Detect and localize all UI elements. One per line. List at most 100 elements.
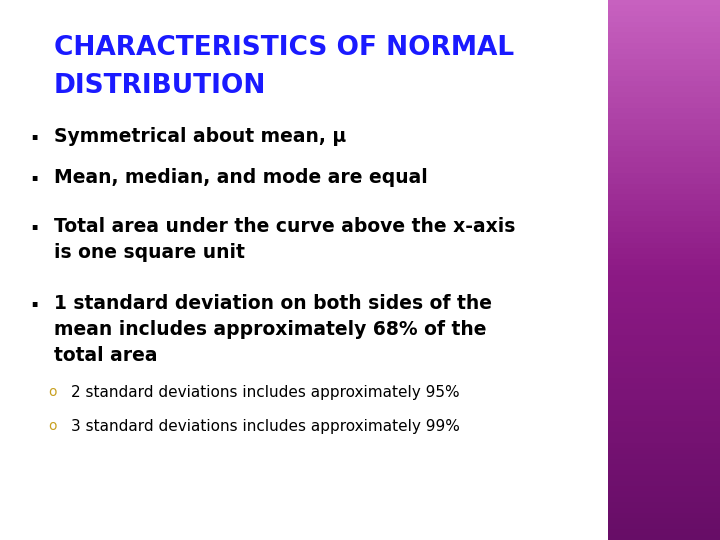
- Bar: [608, 308, 720, 313]
- Bar: [608, 502, 720, 508]
- Bar: [608, 529, 720, 535]
- Bar: [608, 11, 720, 16]
- Bar: [608, 302, 720, 308]
- Bar: [608, 38, 720, 43]
- Bar: [608, 0, 720, 5]
- Bar: [608, 27, 720, 32]
- Bar: [608, 270, 720, 275]
- Bar: [608, 108, 720, 113]
- Bar: [608, 157, 720, 162]
- Bar: [608, 43, 720, 49]
- Bar: [608, 448, 720, 454]
- Text: ·: ·: [30, 217, 40, 243]
- Bar: [608, 383, 720, 389]
- Bar: [608, 346, 720, 351]
- Bar: [608, 113, 720, 119]
- Text: o: o: [48, 385, 57, 399]
- Bar: [608, 178, 720, 184]
- Bar: [608, 119, 720, 124]
- Bar: [608, 70, 720, 76]
- Text: CHARACTERISTICS OF NORMAL: CHARACTERISTICS OF NORMAL: [54, 35, 514, 61]
- Bar: [608, 275, 720, 281]
- Text: ·: ·: [30, 127, 40, 153]
- Bar: [608, 151, 720, 157]
- Bar: [608, 22, 720, 27]
- Bar: [608, 286, 720, 292]
- Text: Total area under the curve above the x-axis
is one square unit: Total area under the curve above the x-a…: [54, 217, 516, 262]
- Bar: [608, 340, 720, 346]
- Bar: [608, 140, 720, 146]
- Bar: [608, 389, 720, 394]
- Bar: [608, 367, 720, 373]
- Bar: [608, 351, 720, 356]
- Bar: [608, 243, 720, 248]
- Bar: [608, 248, 720, 254]
- Bar: [608, 92, 720, 97]
- Bar: [608, 443, 720, 448]
- Text: Symmetrical about mean, μ: Symmetrical about mean, μ: [54, 127, 346, 146]
- Bar: [608, 373, 720, 378]
- Bar: [608, 335, 720, 340]
- Bar: [608, 486, 720, 491]
- Bar: [608, 162, 720, 167]
- Bar: [608, 416, 720, 421]
- Text: DISTRIBUTION: DISTRIBUTION: [54, 73, 266, 99]
- Bar: [608, 292, 720, 297]
- Bar: [608, 524, 720, 529]
- Bar: [608, 459, 720, 464]
- Bar: [608, 421, 720, 427]
- Bar: [608, 497, 720, 502]
- Text: ·: ·: [30, 168, 40, 194]
- Bar: [608, 189, 720, 194]
- Bar: [608, 135, 720, 140]
- Bar: [608, 324, 720, 329]
- Bar: [608, 535, 720, 540]
- Bar: [608, 200, 720, 205]
- Bar: [608, 16, 720, 22]
- Bar: [608, 259, 720, 265]
- Bar: [608, 65, 720, 70]
- Bar: [608, 491, 720, 497]
- Bar: [608, 173, 720, 178]
- Bar: [608, 86, 720, 92]
- Bar: [608, 362, 720, 367]
- Bar: [608, 508, 720, 513]
- Bar: [608, 454, 720, 459]
- Bar: [608, 513, 720, 518]
- Bar: [608, 329, 720, 335]
- Bar: [608, 146, 720, 151]
- Bar: [608, 432, 720, 437]
- Bar: [608, 464, 720, 470]
- Bar: [608, 378, 720, 383]
- Bar: [608, 427, 720, 432]
- Bar: [608, 103, 720, 108]
- Text: ·: ·: [30, 294, 40, 320]
- Bar: [608, 400, 720, 405]
- Text: 2 standard deviations includes approximately 95%: 2 standard deviations includes approxima…: [71, 385, 459, 400]
- Bar: [608, 254, 720, 259]
- Bar: [608, 437, 720, 443]
- Bar: [608, 356, 720, 362]
- Bar: [608, 481, 720, 486]
- Bar: [608, 194, 720, 200]
- Bar: [608, 184, 720, 189]
- Bar: [608, 216, 720, 221]
- Bar: [608, 232, 720, 238]
- Bar: [608, 313, 720, 319]
- Bar: [608, 319, 720, 324]
- Bar: [608, 238, 720, 243]
- Bar: [608, 221, 720, 227]
- Bar: [608, 54, 720, 59]
- Bar: [608, 97, 720, 103]
- Bar: [608, 167, 720, 173]
- Bar: [608, 32, 720, 38]
- Text: o: o: [48, 418, 57, 433]
- Bar: [608, 76, 720, 81]
- Text: 1 standard deviation on both sides of the
mean includes approximately 68% of the: 1 standard deviation on both sides of th…: [54, 294, 492, 365]
- Bar: [608, 281, 720, 286]
- Bar: [608, 394, 720, 400]
- Bar: [608, 470, 720, 475]
- Bar: [608, 49, 720, 54]
- Bar: [608, 265, 720, 270]
- Bar: [608, 5, 720, 11]
